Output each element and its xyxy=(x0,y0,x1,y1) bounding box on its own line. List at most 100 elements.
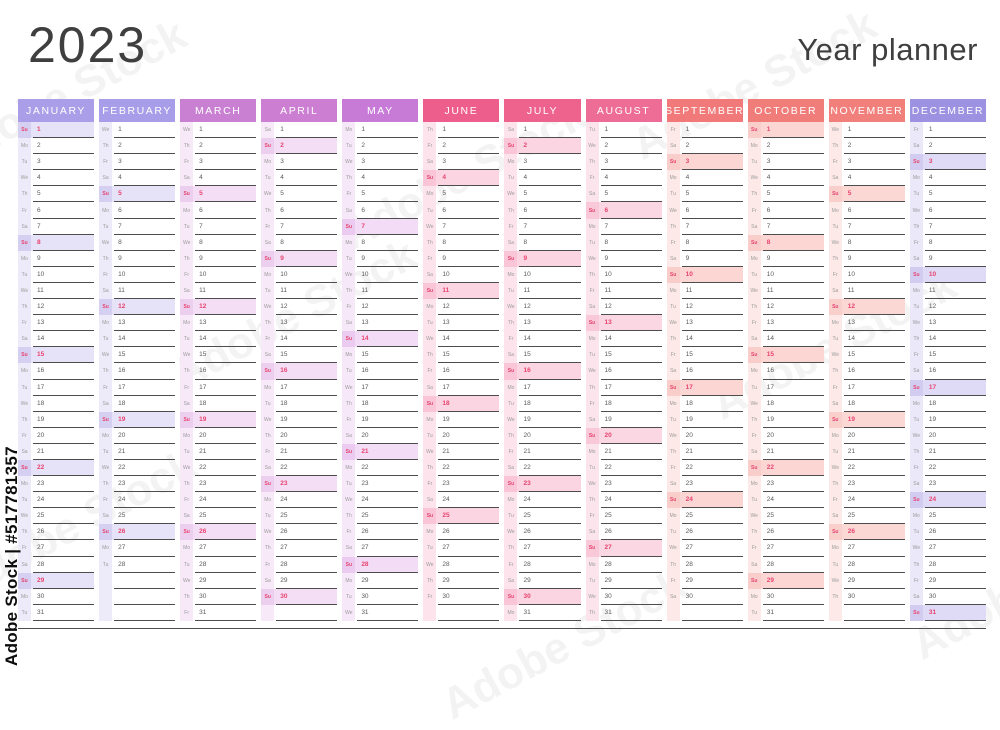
weekday-label: We xyxy=(585,250,599,267)
weekday-label: Tu xyxy=(747,604,761,621)
day-number: 24 xyxy=(924,492,986,509)
day-number: 9 xyxy=(762,251,824,267)
day-number: 10 xyxy=(438,267,500,283)
weekday-label: Sa xyxy=(261,459,275,477)
day-number: 9 xyxy=(195,251,257,267)
weekday-label: Fr xyxy=(828,266,842,283)
day-number: 12 xyxy=(195,299,257,316)
day-number: 17 xyxy=(276,380,338,396)
day-row: Th 13 xyxy=(504,315,581,332)
day-number: 13 xyxy=(762,315,824,332)
day-number: 7 xyxy=(762,219,824,235)
weekday-label: Sa xyxy=(909,138,923,155)
weekday-label: Mo xyxy=(18,363,31,380)
day-number: 3 xyxy=(843,154,905,171)
day-row: Fr 2 xyxy=(423,138,500,155)
day-row: Th 4 xyxy=(342,170,419,187)
day-row: Sa 30 xyxy=(909,588,986,605)
day-row: Tu 17 xyxy=(18,379,95,396)
day-number: 16 xyxy=(195,363,257,380)
month-header: JANUARY xyxy=(18,99,95,122)
weekday-label: We xyxy=(585,476,599,493)
weekday-label: Fr xyxy=(666,459,680,477)
day-number: 26 xyxy=(114,524,176,541)
day-row: Fr 28 xyxy=(261,556,338,573)
day-row: Fr 10 xyxy=(180,266,257,283)
day-row: Th 19 xyxy=(747,411,824,428)
month-column-october: OCTOBER Su 1 Mo 2 Tu 3 We 4 Th 5 Fr 6 Sa 7 Su 8 Mo 9 Tu 10 We… xyxy=(747,99,824,621)
day-row: Su 28 xyxy=(342,556,419,573)
weekday-label: Su xyxy=(261,138,275,155)
day-number: 5 xyxy=(276,186,338,203)
weekday-label: We xyxy=(585,363,599,380)
day-number: 15 xyxy=(195,347,257,364)
weekday-label: Sa xyxy=(666,588,680,605)
weekday-label: Su xyxy=(585,540,599,557)
weekday-label: Th xyxy=(585,492,599,509)
day-row: Mo 16 xyxy=(747,363,824,380)
weekday-label: Mo xyxy=(585,331,599,348)
weekday-label: Fr xyxy=(585,170,599,187)
day-number: 3 xyxy=(762,154,824,171)
weekday-label: Mo xyxy=(99,540,113,557)
day-row: Tu 30 xyxy=(342,588,419,605)
day-number: 9 xyxy=(681,251,743,267)
day-row: We 6 xyxy=(666,202,743,219)
day-number: 4 xyxy=(438,170,500,187)
day-row: Mo 10 xyxy=(261,266,338,283)
weekday-label: Su xyxy=(423,282,437,300)
day-number: 27 xyxy=(762,540,824,557)
day-number: 29 xyxy=(276,573,338,589)
day-number: 17 xyxy=(600,380,662,396)
day-row: Fr 24 xyxy=(99,492,176,509)
day-row: Sa 17 xyxy=(423,379,500,396)
day-number: 15 xyxy=(924,347,986,364)
day-number: 31 xyxy=(762,605,824,621)
day-row: Tu 24 xyxy=(747,492,824,509)
day-number: 27 xyxy=(924,540,986,557)
weekday-label: Mo xyxy=(99,427,113,444)
weekday-label: Fr xyxy=(666,122,680,139)
weekday-label: Su xyxy=(342,556,356,573)
day-number: 23 xyxy=(114,476,176,493)
day-row: Fr 7 xyxy=(504,218,581,235)
weekday-label: Su xyxy=(747,572,761,589)
weekday-label: Sa xyxy=(261,572,275,589)
day-row: Th 18 xyxy=(342,395,419,412)
weekday-label: Mo xyxy=(504,604,518,621)
day-number: 19 xyxy=(843,412,905,428)
weekday-label: Th xyxy=(828,250,842,267)
day-number: 11 xyxy=(276,283,338,300)
day-row: Sa 7 xyxy=(747,218,824,235)
weekday-label: Fr xyxy=(909,572,923,589)
day-row: Fr 22 xyxy=(666,459,743,477)
day-number: 7 xyxy=(438,219,500,235)
day-row: Mo 24 xyxy=(504,492,581,509)
day-number: 26 xyxy=(276,524,338,541)
month-header: SEPTEMBER xyxy=(665,99,743,122)
day-row: Th 17 xyxy=(585,379,662,396)
day-number: 11 xyxy=(843,283,905,300)
day-number: 10 xyxy=(357,267,419,283)
weekday-label: Sa xyxy=(666,476,680,493)
weekday-label: Tu xyxy=(666,411,680,428)
day-row: Mo 30 xyxy=(18,588,95,605)
day-number: 13 xyxy=(600,315,662,332)
day-row: Fr 8 xyxy=(666,234,743,251)
day-row: Fr 28 xyxy=(504,556,581,573)
weekday-label: Th xyxy=(342,395,356,412)
day-row: Mo 25 xyxy=(666,508,743,525)
day-number: 17 xyxy=(681,380,743,396)
day-row: Tu 20 xyxy=(423,427,500,444)
day-row: Th 31 xyxy=(585,604,662,621)
day-number: 8 xyxy=(357,235,419,251)
weekday-label: Th xyxy=(18,299,31,316)
day-number: 18 xyxy=(762,396,824,412)
day-number: 8 xyxy=(276,235,338,251)
day-row xyxy=(666,604,743,621)
month-column-july: JULY Sa 1 Su 2 Mo 3 Tu 4 We 5 Th 6 Fr 7 Sa 8 Su 9 Mo 10 Tu 11 W… xyxy=(504,99,581,621)
day-row: Su 10 xyxy=(909,266,986,283)
day-row: We 12 xyxy=(504,299,581,316)
day-number: 24 xyxy=(438,492,500,509)
day-number: 9 xyxy=(357,251,419,267)
